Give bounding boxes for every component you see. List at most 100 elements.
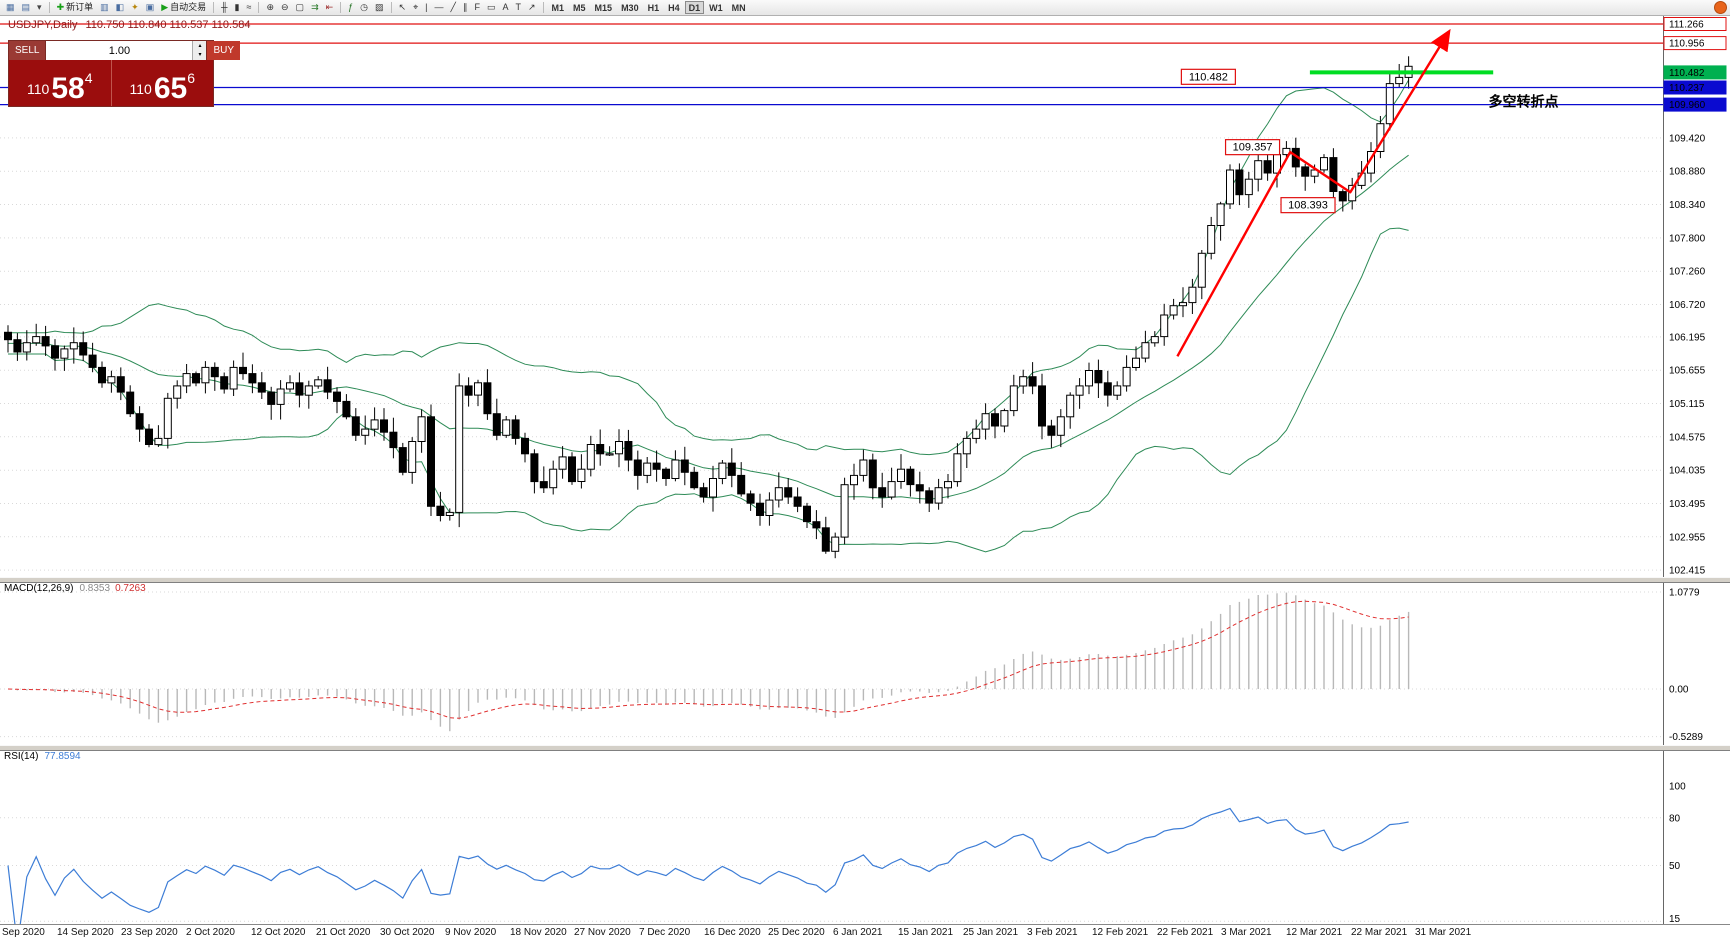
- bar-chart-button[interactable]: ╫: [218, 1, 230, 15]
- rsi-name: RSI(14): [4, 751, 39, 762]
- data-window-button[interactable]: ◧: [113, 1, 128, 15]
- sell-price-base: 110: [27, 81, 50, 97]
- time-axis-label: 12 Feb 2021: [1092, 927, 1149, 938]
- cursor-button[interactable]: ↖: [396, 1, 410, 15]
- svg-text:110.237: 110.237: [1669, 83, 1705, 94]
- volume-down-button[interactable]: ▾: [193, 50, 207, 60]
- candle: [201, 361, 210, 394]
- timeframe-w1-button[interactable]: W1: [705, 1, 727, 14]
- time-axis[interactable]: Sep 2020 14 Sep 2020 23 Sep 2020 2 Oct 2020…: [0, 924, 1730, 939]
- rsi-axis-label: 15: [1669, 914, 1681, 924]
- timeframe-d1-button[interactable]: D1: [684, 1, 705, 14]
- timeframe-h1-button[interactable]: H1: [644, 1, 664, 14]
- candle: [1000, 408, 1009, 433]
- templates-button[interactable]: ▨: [372, 1, 387, 15]
- buy-price-panel[interactable]: 110 65 6: [112, 60, 214, 106]
- trend-arrow[interactable]: [1176, 28, 1451, 357]
- trendline-button[interactable]: ╱: [448, 1, 459, 15]
- vertical-line-button[interactable]: |: [422, 1, 430, 15]
- candle: [746, 490, 755, 511]
- indicators-button[interactable]: ƒ: [345, 1, 356, 15]
- price-tag[interactable]: 108.393: [1280, 197, 1336, 214]
- macd-label: MACD(12,26,9) 0.8353 0.7263: [4, 583, 146, 594]
- candlestick-chart-button[interactable]: ▮: [232, 1, 243, 15]
- price-axis-label: 106.195: [1669, 332, 1706, 343]
- equidistant-channel-button[interactable]: ∥: [460, 1, 471, 15]
- new-chart-button[interactable]: ▦: [3, 1, 18, 15]
- new-order-button[interactable]: ✚ 新订单: [54, 1, 97, 15]
- chart-title: USDJPY,Daily 110.750 110.840 110.537 110.…: [8, 19, 250, 31]
- buy-button[interactable]: BUY: [206, 41, 241, 60]
- timeframe-m15-button[interactable]: M15: [591, 1, 617, 14]
- profiles-button[interactable]: ▤: [19, 1, 34, 15]
- price-axis-label: 104.035: [1669, 466, 1706, 477]
- text-button[interactable]: A: [499, 1, 511, 15]
- line-chart-button[interactable]: ≈: [244, 1, 255, 15]
- rsi-pane[interactable]: 100 80 50 15: [0, 749, 1730, 924]
- timeframe-mn-button[interactable]: MN: [728, 1, 750, 14]
- candle: [88, 342, 97, 373]
- candle: [624, 429, 633, 472]
- candle: [210, 362, 219, 391]
- zoom-in-button[interactable]: ⊕: [263, 1, 277, 15]
- pane-divider[interactable]: [0, 577, 1730, 583]
- news-indicator-icon[interactable]: [1714, 1, 1727, 14]
- auto-scroll-button[interactable]: ⇉: [308, 1, 322, 15]
- shapes-button[interactable]: ▭: [484, 1, 499, 15]
- candle: [220, 372, 229, 394]
- crosshair-button[interactable]: ⌖: [410, 1, 421, 15]
- macd-main-value: 0.8353: [79, 583, 111, 594]
- candle: [427, 404, 435, 516]
- profiles-dropdown-button[interactable]: ▾: [34, 1, 45, 15]
- pane-divider[interactable]: [0, 745, 1730, 751]
- price-tag[interactable]: 109.357: [1224, 139, 1281, 156]
- main-chart-pane[interactable]: 110.482 109.357 108.393 多空转折点 109.420 108.880…: [0, 16, 1730, 577]
- auto-scroll-icon: ⇉: [311, 2, 319, 12]
- svg-text:110.956: 110.956: [1669, 39, 1705, 50]
- candle: [577, 454, 586, 489]
- macd-pane[interactable]: 1.0779 0.00 -0.5289: [0, 581, 1730, 745]
- candle: [605, 446, 614, 456]
- volume-input[interactable]: [46, 41, 193, 60]
- volume-up-button[interactable]: ▴: [193, 41, 207, 51]
- candle: [192, 371, 200, 387]
- candle: [1075, 378, 1084, 409]
- auto-trading-button[interactable]: ▶ 自动交易: [158, 1, 209, 15]
- navigator-button[interactable]: ✦: [128, 1, 142, 15]
- sell-button[interactable]: SELL: [9, 41, 47, 60]
- price-axis-label: 108.340: [1669, 200, 1706, 211]
- candle: [1094, 359, 1103, 398]
- arrows-button[interactable]: ↗: [525, 1, 539, 15]
- candle: [812, 510, 821, 540]
- periods-button[interactable]: ◷: [357, 1, 371, 15]
- candle: [915, 471, 924, 504]
- timeframe-m5-button[interactable]: M5: [569, 1, 590, 14]
- candle: [1244, 171, 1253, 208]
- market-watch-button[interactable]: ▥: [97, 1, 112, 15]
- chart-shift-icon: ⇤: [325, 2, 334, 12]
- candle: [351, 408, 360, 441]
- timeframe-h4-button[interactable]: H4: [664, 1, 684, 14]
- candle: [962, 431, 971, 468]
- tile-windows-button[interactable]: ▢: [293, 1, 308, 15]
- buy-price-pip: 6: [187, 70, 195, 86]
- zoom-out-button[interactable]: ⊖: [278, 1, 292, 15]
- candle: [1197, 250, 1206, 300]
- candle: [1019, 369, 1028, 394]
- timeframe-m30-button[interactable]: M30: [617, 1, 643, 14]
- horizontal-line-button[interactable]: —: [432, 1, 447, 15]
- chart-shift-button[interactable]: ⇤: [323, 1, 337, 15]
- bollinger-band: [8, 227, 1409, 553]
- price-tag[interactable]: 110.482: [1180, 68, 1236, 85]
- sell-price-panel[interactable]: 110 58 4: [9, 60, 112, 106]
- candle: [116, 367, 125, 401]
- price-scale[interactable]: [1663, 16, 1730, 924]
- terminal-button[interactable]: ▣: [143, 1, 158, 15]
- candle: [126, 385, 135, 417]
- candle: [1066, 392, 1075, 429]
- fibonacci-button[interactable]: F: [471, 1, 483, 15]
- text-label-button[interactable]: T: [512, 1, 524, 15]
- timeframe-m1-button[interactable]: M1: [548, 1, 569, 14]
- terminal-icon: ▣: [145, 2, 155, 12]
- macd-signal-line: [7, 600, 1409, 719]
